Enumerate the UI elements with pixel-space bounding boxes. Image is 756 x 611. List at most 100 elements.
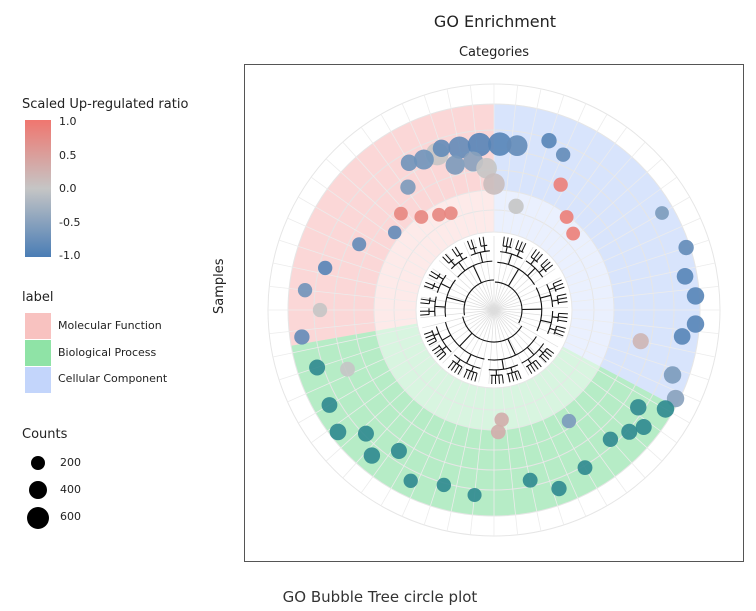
tree-branch <box>490 374 503 376</box>
x-axis-top-label: Categories <box>458 45 530 60</box>
tree-spoke <box>473 238 495 311</box>
tree-branch <box>450 256 468 270</box>
tree-leaf <box>540 258 549 266</box>
tree-branch <box>505 246 508 253</box>
grid-spoke <box>278 333 420 381</box>
tree-branch <box>538 268 545 273</box>
grid-spoke <box>446 386 479 532</box>
tree-spoke <box>493 253 542 311</box>
tree-spoke <box>493 309 563 339</box>
tree-branch <box>494 281 523 324</box>
grid-spoke <box>532 114 608 243</box>
bubble <box>413 149 434 170</box>
chart-title: GO Enrichment <box>433 12 557 31</box>
grid-spoke <box>325 158 437 259</box>
bubble <box>506 135 528 156</box>
figure-caption: GO Bubble Tree circle plot <box>282 588 478 606</box>
tree-branch <box>546 284 554 307</box>
tree-branch <box>483 245 486 252</box>
tree-spoke <box>493 277 561 311</box>
grid-spoke <box>269 285 417 303</box>
tree-leaf <box>425 334 434 339</box>
bubble <box>602 431 619 447</box>
bubble <box>686 287 705 305</box>
tree-leaf <box>515 240 520 250</box>
tree-spoke <box>432 268 495 311</box>
tree-spoke <box>446 253 495 311</box>
bubble <box>357 425 374 442</box>
bubble <box>294 329 310 345</box>
tree-leaf <box>445 253 452 262</box>
tree-branch <box>548 287 555 291</box>
bubble <box>467 487 482 503</box>
tree-branch <box>553 326 558 335</box>
grid-spoke <box>561 196 690 272</box>
tree-branch <box>530 259 535 265</box>
grid-spoke <box>525 381 587 517</box>
tree-spoke <box>420 309 495 319</box>
tree-spoke <box>423 286 495 311</box>
tree-spoke <box>478 309 495 383</box>
legend-swatch-biological-process <box>25 340 51 366</box>
bubble <box>444 206 458 220</box>
tree-branch <box>440 283 451 289</box>
tree-leaf <box>555 286 565 291</box>
tree-branch <box>552 316 559 319</box>
tree-branch <box>429 300 436 303</box>
tree-branch <box>434 296 437 317</box>
label-legend-title: label <box>22 290 54 305</box>
bubble <box>321 397 338 413</box>
grid-spoke <box>401 381 463 517</box>
counts-legend-title: Counts <box>22 427 68 442</box>
tree-branch <box>434 305 446 308</box>
tree-branch <box>516 250 521 257</box>
ratio-legend-title: Scaled Up-regulated ratio <box>22 97 189 112</box>
bubble <box>400 179 416 195</box>
tree-branch <box>453 354 481 369</box>
tree-leaf <box>509 238 513 248</box>
tree-leaf <box>451 248 458 257</box>
tree-spoke <box>463 242 495 311</box>
ratio-tick: -1.0 <box>59 249 81 262</box>
grid-spoke <box>551 361 663 462</box>
tree-leaf <box>432 345 440 352</box>
tree-spoke <box>493 238 515 311</box>
grid-spoke <box>380 377 456 506</box>
grid-spoke <box>342 367 443 479</box>
tree-branch <box>456 252 463 257</box>
tree-branch <box>535 287 543 332</box>
tree-spoke <box>420 307 495 311</box>
tree-leaf <box>447 361 454 369</box>
bubble <box>635 418 652 435</box>
tree-branch <box>436 274 447 293</box>
tree-branch <box>556 295 559 305</box>
tree-branch <box>466 354 472 364</box>
bubble <box>655 206 669 220</box>
tree-branch <box>488 364 519 371</box>
grid-spoke <box>469 387 487 535</box>
tree-spoke <box>493 309 520 380</box>
bubble <box>329 423 347 441</box>
bubble <box>559 210 574 224</box>
legend-label-cellular-component: Cellular Component <box>58 372 168 385</box>
tree-spoke <box>493 296 567 311</box>
bubble <box>488 132 512 156</box>
ratio-tick: -0.5 <box>59 216 81 229</box>
tree-branch <box>438 344 447 355</box>
tree-branch <box>525 359 537 368</box>
bubble <box>673 328 691 345</box>
tree-branch <box>497 261 536 285</box>
tree-leaf <box>463 369 468 378</box>
grid-spoke <box>360 372 449 494</box>
tree-leaf <box>521 242 527 252</box>
tree-spoke <box>493 309 500 384</box>
tree-branch <box>510 367 513 373</box>
tree-spoke <box>425 309 495 339</box>
tree-spoke <box>493 309 510 383</box>
bubble <box>317 260 333 276</box>
tree-leaf <box>532 362 539 370</box>
tree-leaf <box>482 236 485 246</box>
bubble <box>632 333 649 350</box>
tree-leaf <box>536 253 543 262</box>
tree-branch <box>480 244 488 247</box>
